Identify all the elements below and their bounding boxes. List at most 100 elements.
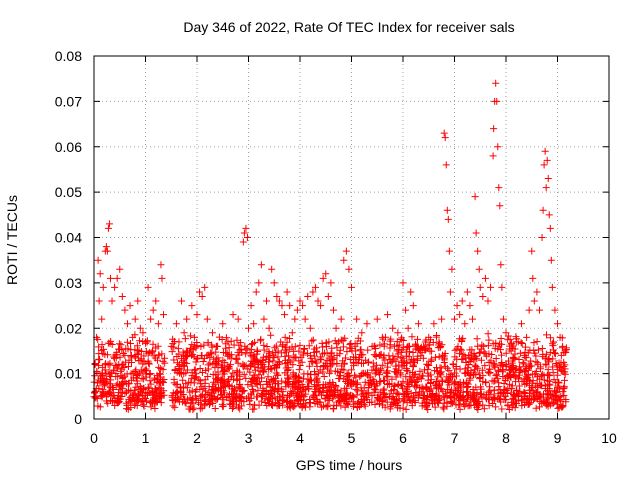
data-point-baseline <box>453 384 461 392</box>
y-tick-label: 0.03 <box>55 275 82 291</box>
data-point-baseline <box>381 356 389 364</box>
data-point-baseline <box>267 331 275 339</box>
data-point-baseline <box>430 394 438 402</box>
data-point-baseline <box>195 399 203 407</box>
data-point-baseline <box>484 342 492 350</box>
data-point-baseline <box>225 344 233 352</box>
data-point-baseline <box>284 398 292 406</box>
data-point-baseline <box>491 344 499 352</box>
data-point-baseline <box>451 379 459 387</box>
data-point-baseline <box>124 362 132 370</box>
data-point-baseline <box>118 361 126 369</box>
data-point-baseline <box>160 375 168 383</box>
data-point-baseline <box>546 334 554 342</box>
data-point-baseline <box>268 376 276 384</box>
data-point-baseline <box>291 354 299 362</box>
data-point <box>229 311 237 319</box>
data-point-baseline <box>481 350 489 358</box>
data-point-baseline <box>388 375 396 383</box>
data-point-baseline <box>452 372 460 380</box>
data-point-baseline <box>161 359 169 367</box>
data-point-baseline <box>261 395 269 403</box>
data-point <box>441 134 449 142</box>
data-point-baseline <box>436 369 444 377</box>
data-point-baseline <box>340 343 348 351</box>
data-point-baseline <box>462 369 470 377</box>
data-point-baseline <box>121 351 129 359</box>
data-point-baseline <box>318 339 326 347</box>
data-point <box>544 175 552 183</box>
data-point-baseline <box>129 393 137 401</box>
data-point <box>373 315 381 323</box>
data-point-baseline <box>104 399 112 407</box>
data-point-baseline <box>307 377 315 385</box>
data-point-baseline <box>128 359 136 367</box>
data-point-baseline <box>192 358 200 366</box>
data-point-baseline <box>536 403 544 411</box>
data-point <box>281 311 289 319</box>
data-point-baseline <box>357 346 365 354</box>
data-point-baseline <box>336 391 344 399</box>
data-point-baseline <box>329 381 337 389</box>
data-point-baseline <box>156 392 164 400</box>
data-point-baseline <box>388 401 396 409</box>
data-point-baseline <box>546 372 554 380</box>
data-point-baseline <box>510 371 518 379</box>
data-point-baseline <box>459 400 467 408</box>
data-point-baseline <box>269 394 277 402</box>
data-point-baseline <box>198 368 206 376</box>
data-point-baseline <box>366 399 374 407</box>
data-point-baseline <box>98 393 106 401</box>
data-point-baseline <box>560 368 568 376</box>
data-point-baseline <box>323 387 331 395</box>
data-point-baseline <box>95 350 103 358</box>
data-point-baseline <box>219 393 227 401</box>
data-point <box>317 302 325 310</box>
data-point <box>91 361 99 369</box>
data-point-baseline <box>560 391 568 399</box>
data-point <box>260 315 268 323</box>
data-point-baseline <box>246 362 254 370</box>
data-point-baseline <box>268 401 276 409</box>
data-point-baseline <box>174 345 182 353</box>
y-tick-label: 0.02 <box>55 320 82 336</box>
data-point-baseline <box>258 374 266 382</box>
data-point-baseline <box>561 361 569 369</box>
data-point-baseline <box>515 368 523 376</box>
data-point-baseline <box>434 398 442 406</box>
data-point-baseline <box>400 343 408 351</box>
data-point <box>106 274 114 282</box>
data-point-baseline <box>121 372 129 380</box>
data-point-baseline <box>196 405 204 413</box>
data-point-baseline <box>204 365 212 373</box>
data-point-baseline <box>330 401 338 409</box>
data-point-baseline <box>356 403 364 411</box>
data-point-baseline <box>305 362 313 370</box>
data-point <box>448 265 456 273</box>
data-point-baseline <box>212 395 220 403</box>
data-point-baseline <box>307 357 315 365</box>
data-point <box>442 161 450 169</box>
data-point-baseline <box>440 399 448 407</box>
data-point-baseline <box>249 386 257 394</box>
data-point-baseline <box>427 385 435 393</box>
data-point <box>487 283 495 291</box>
data-point-baseline <box>299 351 307 359</box>
data-point-baseline <box>458 355 466 363</box>
data-point <box>263 297 271 305</box>
data-point-baseline <box>214 377 222 385</box>
data-point-baseline <box>302 400 310 408</box>
data-point-baseline <box>392 400 400 408</box>
data-point-baseline <box>402 405 410 413</box>
data-point-baseline <box>289 371 297 379</box>
data-point <box>288 329 296 337</box>
data-point-baseline <box>399 395 407 403</box>
data-point-baseline <box>194 354 202 362</box>
data-point-baseline <box>138 389 146 397</box>
data-point-baseline <box>367 379 375 387</box>
y-tick-label: 0.07 <box>55 93 82 109</box>
data-point-baseline <box>351 342 359 350</box>
data-point-baseline <box>346 341 354 349</box>
data-point-baseline <box>171 403 179 411</box>
data-point-baseline <box>182 400 190 408</box>
